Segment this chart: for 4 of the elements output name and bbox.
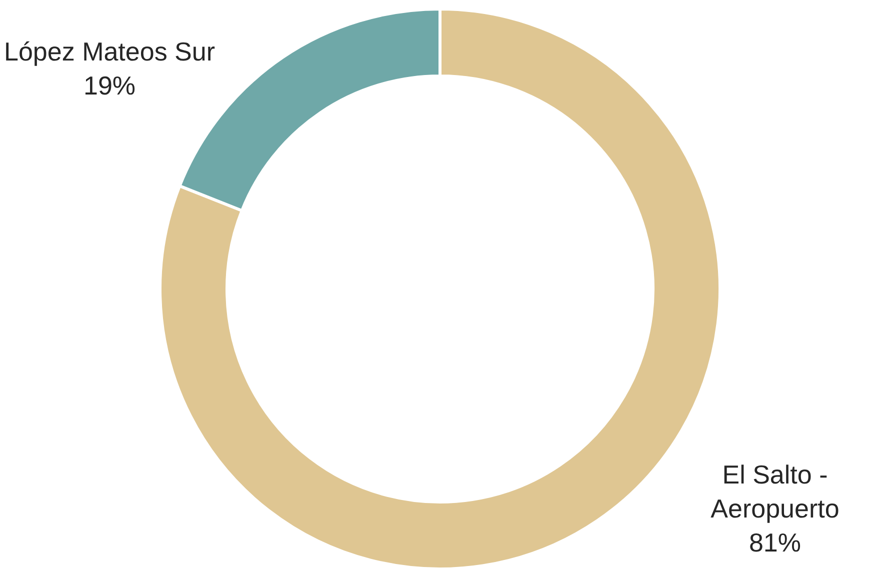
slice-label: López Mateos Sur <box>4 36 216 66</box>
data-label: 81% <box>748 528 802 558</box>
slice-label: El Salto - Aeropuerto <box>710 460 840 524</box>
data-label: 19% <box>83 70 136 100</box>
